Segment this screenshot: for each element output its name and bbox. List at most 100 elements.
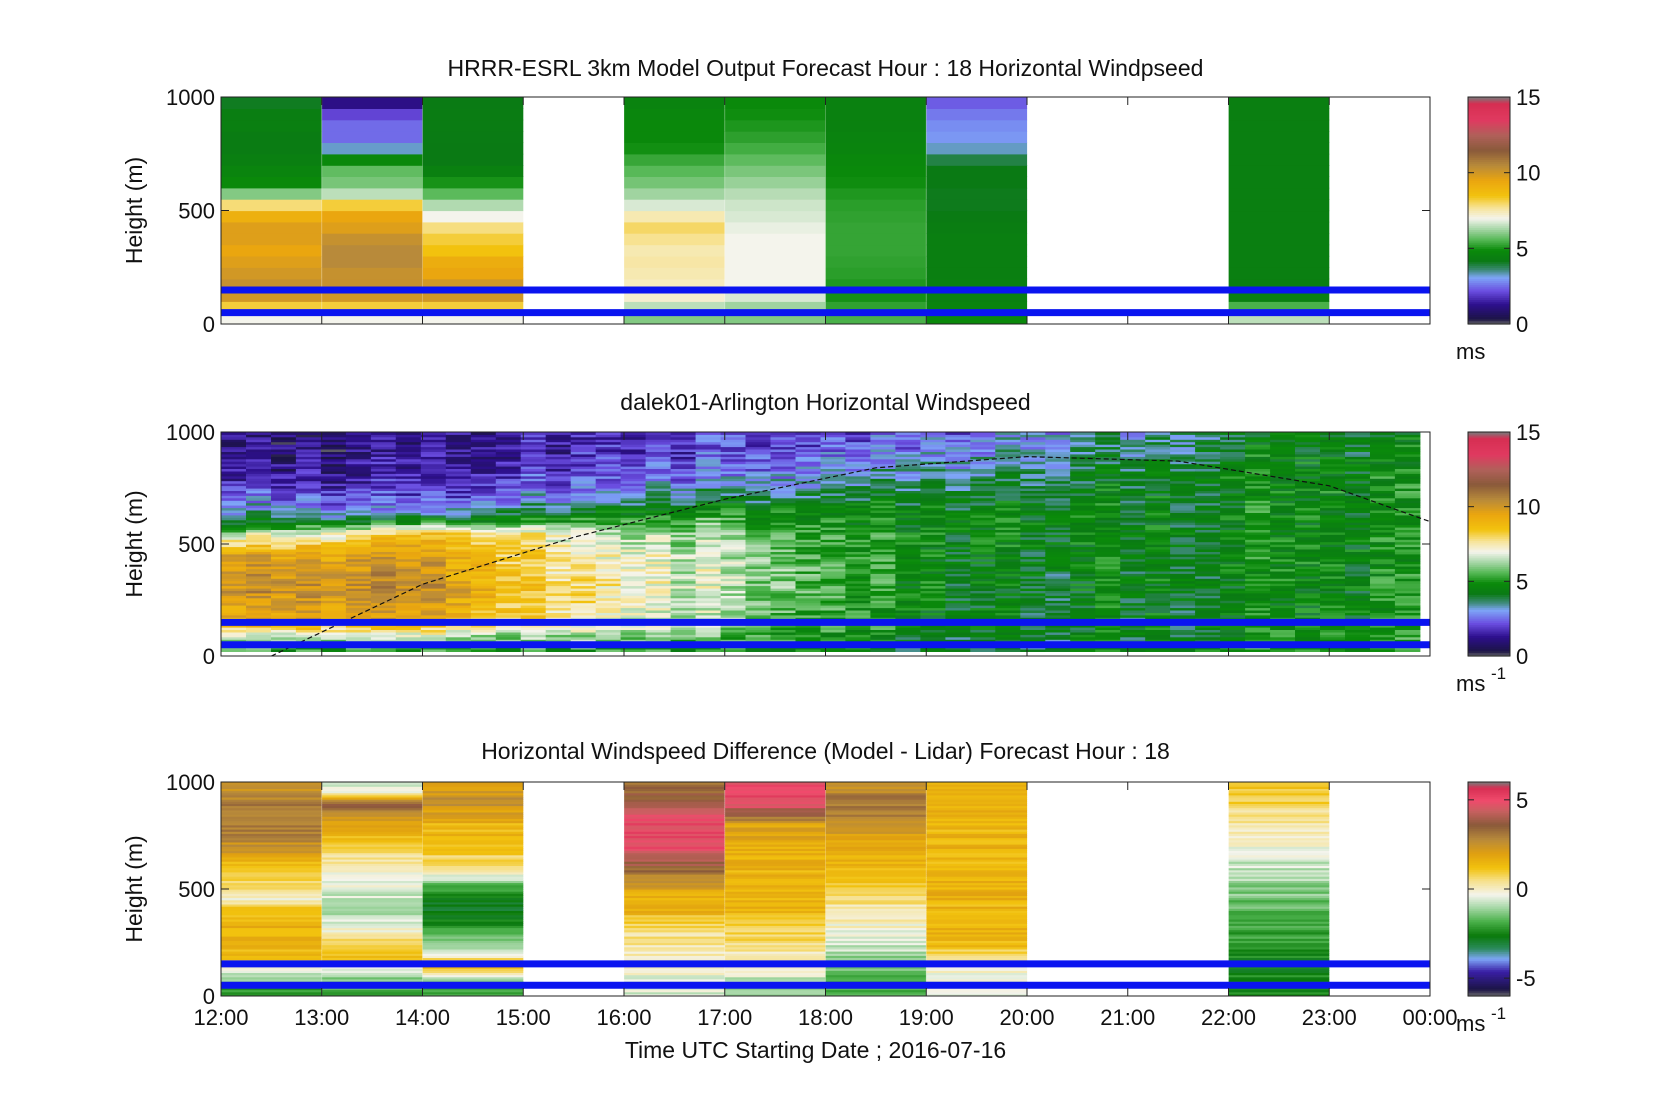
heatmap-cell: [370, 583, 397, 587]
heatmap-cell: [845, 629, 871, 633]
heatmap-cell: [745, 541, 771, 545]
heatmap-cell: [1095, 573, 1121, 577]
heatmap-cell: [545, 471, 572, 474]
colorbar-swatch: [1468, 446, 1510, 450]
heatmap-cell: [1020, 541, 1046, 545]
heatmap-cell: [845, 595, 871, 599]
heatmap-cell: [1045, 541, 1071, 545]
heatmap-cell: [470, 434, 497, 438]
heatmap-cell: [670, 605, 697, 609]
heatmap-cell: [1020, 614, 1046, 618]
heatmap-cell: [470, 549, 497, 552]
heatmap-cell: [1095, 556, 1121, 560]
heatmap-cell: [445, 505, 472, 509]
heatmap-cell: [1394, 634, 1421, 638]
heatmap-cell: [825, 255, 927, 268]
colorbar-swatch: [1468, 223, 1510, 227]
heatmap-cell: [920, 588, 946, 591]
heatmap-cell: [795, 573, 821, 577]
heatmap-cell: [1370, 468, 1396, 472]
heatmap-cell: [895, 634, 921, 638]
heatmap-cell: [495, 561, 522, 565]
heatmap-cell: [1070, 539, 1096, 543]
heatmap-cell: [321, 991, 423, 995]
heatmap-cell: [595, 617, 622, 621]
heatmap-cell: [820, 546, 846, 550]
heatmap-cell: [945, 539, 971, 543]
heatmap-cell: [320, 432, 347, 435]
heatmap-cell: [520, 634, 547, 638]
heatmap-cell: [1045, 432, 1071, 435]
heatmap-cell: [221, 974, 322, 978]
heatmap-cell: [845, 495, 871, 499]
heatmap-cell: [246, 554, 272, 557]
heatmap-cell: [221, 948, 322, 952]
heatmap-cell: [321, 923, 423, 926]
heatmap-cell: [1020, 466, 1046, 469]
heatmap-cell: [1145, 575, 1171, 579]
heatmap-cell: [1145, 524, 1171, 528]
heatmap-cell: [1370, 590, 1396, 594]
heatmap-cell: [1220, 473, 1246, 477]
heatmap-cell: [845, 529, 871, 533]
heatmap-cell: [470, 444, 497, 448]
colorbar-swatch: [1468, 132, 1510, 136]
heatmap-cell: [1020, 441, 1046, 445]
heatmap-cell: [1195, 551, 1221, 555]
heatmap-cell: [770, 432, 796, 435]
heatmap-cell: [945, 593, 971, 596]
heatmap-cell: [1370, 588, 1396, 591]
colorbar-swatch: [1468, 119, 1510, 123]
heatmap-cell: [620, 514, 647, 518]
heatmap-cell: [345, 502, 372, 506]
heatmap-cell: [345, 495, 372, 499]
heatmap-cell: [820, 607, 846, 611]
heatmap-cell: [246, 602, 272, 606]
heatmap-cell: [345, 505, 372, 509]
heatmap-cell: [1145, 505, 1171, 509]
heatmap-cell: [246, 507, 272, 511]
heatmap-cell: [470, 524, 497, 528]
heatmap-cell: [295, 517, 322, 521]
heatmap-cell: [570, 444, 597, 448]
heatmap-cell: [595, 624, 622, 628]
heatmap-cell: [445, 568, 472, 572]
heatmap-cell: [495, 554, 522, 557]
heatmap-cell: [670, 610, 697, 613]
heatmap-cell: [995, 573, 1021, 577]
heatmap-cell: [995, 514, 1021, 518]
heatmap-cell: [445, 490, 472, 494]
heatmap-cell: [1095, 636, 1121, 640]
heatmap-cell: [345, 500, 372, 504]
heatmap-cell: [945, 575, 971, 579]
heatmap-cell: [271, 549, 297, 552]
heatmap-cell: [870, 436, 896, 440]
heatmap-cell: [470, 593, 497, 596]
heatmap-cell: [895, 529, 921, 533]
heatmap-cell: [470, 551, 497, 555]
heatmap-cell: [945, 488, 971, 491]
heatmap-cell: [1320, 617, 1346, 621]
heatmap-cell: [670, 575, 697, 579]
heatmap-cell: [246, 600, 272, 604]
heatmap-cell: [595, 456, 622, 460]
heatmap-cell: [1345, 432, 1371, 435]
colorbar-swatch: [1468, 631, 1510, 635]
heatmap-cell: [1020, 600, 1046, 604]
colorbar-swatch: [1468, 646, 1510, 650]
heatmap-cell: [970, 534, 996, 538]
heatmap-cell: [1320, 471, 1346, 474]
heatmap-cell: [995, 510, 1021, 513]
heatmap-cell: [1220, 529, 1246, 533]
heatmap-cell: [246, 578, 272, 582]
heatmap-cell: [395, 558, 422, 562]
heatmap-cell: [1195, 441, 1221, 445]
heatmap-cell: [895, 600, 921, 604]
heatmap-cell: [795, 607, 821, 611]
heatmap-cell: [695, 527, 722, 530]
heatmap-cell: [345, 517, 372, 521]
heatmap-cell: [870, 432, 896, 435]
heatmap-cell: [1120, 563, 1146, 567]
heatmap-cell: [1045, 468, 1071, 472]
heatmap-cell: [645, 497, 672, 501]
